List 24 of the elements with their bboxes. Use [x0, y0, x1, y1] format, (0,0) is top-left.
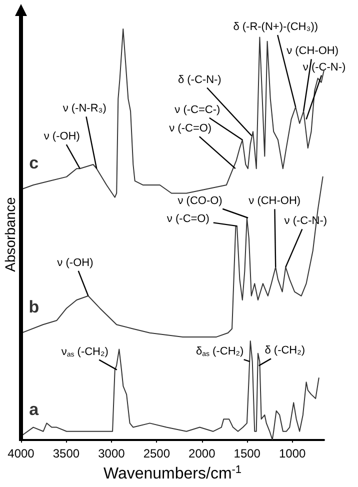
annotation: δ (-R-(N+)-(CH₃)) — [233, 21, 318, 34]
x-tick-label: 4000 — [8, 446, 35, 461]
annotation: ν (CH-OH) — [286, 45, 339, 58]
annotation: ν (-C=O) — [166, 213, 210, 226]
series-label: a — [29, 400, 40, 419]
annotation: ν (-N-R₃) — [62, 102, 106, 115]
x-tick-label: 3500 — [52, 446, 80, 461]
series-label: b — [28, 297, 40, 316]
y-axis-title: Absorbance — [2, 196, 18, 272]
x-tick-label: 2000 — [188, 446, 216, 461]
x-tick-label: 1500 — [234, 446, 261, 461]
annotation: ν (-OH) — [44, 130, 80, 143]
annotation: δ (-CH₂) — [264, 344, 306, 357]
annotation: ν (-C=C-) — [174, 104, 220, 116]
annotation: δ (-C-N-) — [178, 74, 222, 86]
x-tick-label: 2500 — [143, 446, 170, 461]
x-tick-label: 3000 — [98, 446, 126, 461]
x-tick-label: 1000 — [278, 446, 306, 461]
annotation: ν (-OH) — [57, 256, 94, 269]
series-label: c — [29, 154, 39, 173]
annotation: ν (CH-OH) — [248, 195, 301, 208]
annotation: ν (-C-N-) — [302, 61, 346, 74]
annotation: ν (-C=O) — [169, 122, 212, 135]
annotation: ν (CO-O) — [178, 194, 222, 207]
